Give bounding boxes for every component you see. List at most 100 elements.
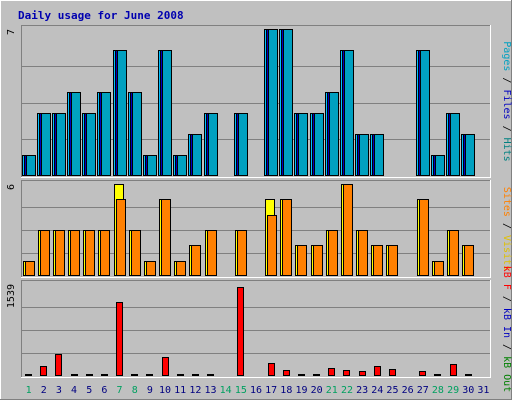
panel-bottom-bar-kb-f-day-7 [116,302,123,376]
panel-top-bar-pages-day-20 [314,113,324,176]
panel-bottom-bar-kb-f-day-3 [55,354,62,376]
panel-top-bar-pages-day-28 [435,155,445,176]
panel-top-max-label: 7 [6,29,17,35]
panel-bottom-bar-kb-f-day-11 [177,374,184,376]
day-label-19: 19 [295,385,307,396]
panel-bottom-bar-kb-f-day-24 [374,366,381,376]
panel-top-bar-pages-day-30 [465,134,475,176]
panel-top-bar-pages-day-6 [101,92,111,176]
panel-middle-bar-sites-day-10 [161,199,171,276]
day-label-12: 12 [189,385,201,396]
panel-bottom-bar-kb-f-day-12 [192,374,199,376]
panel-middle-bar-sites-day-1 [25,261,35,276]
panel-middle-bar-sites-day-4 [70,230,80,276]
panel-top-bar-pages-day-12 [192,134,202,176]
day-label-29: 29 [447,385,459,396]
day-label-28: 28 [432,385,444,396]
panel-bottom-bar-kb-f-day-25 [389,369,396,376]
day-label-25: 25 [386,385,398,396]
panel-bottom-bar-kb-f-day-20 [313,374,320,376]
day-label-22: 22 [341,385,353,396]
panel-middle-bar-sites-day-23 [358,230,368,276]
panel-top-bar-pages-day-19 [298,113,308,176]
panel-bottom-bar-kb-f-day-13 [207,374,214,376]
panel-bottom-bar-kb-f-day-8 [131,374,138,376]
panel-bottom-max-label: 1539 [6,284,17,308]
panel-bottom-bar-kb-f-day-17 [268,363,275,376]
day-label-17: 17 [265,385,277,396]
panel-bottom-bar-kb-f-day-23 [359,371,366,376]
day-label-3: 3 [56,385,62,396]
panel-bottom-bar-kb-f-day-9 [146,374,153,376]
panel-middle-bar-sites-day-30 [464,245,474,276]
panel-top-legend-part: / [501,120,512,138]
panel-top-bar-pages-day-23 [359,134,369,176]
panel-middle-bar-sites-day-22 [343,184,353,276]
panel-middle-bar-sites-day-18 [282,199,292,276]
panel-bottom-legend: kB F / kB In / kB Out [501,266,512,392]
panel-middle-bar-sites-day-7 [116,199,126,276]
panel-middle-legend-part: Visits [501,235,512,271]
panel-top-legend: Pages / Files / Hits [501,41,512,161]
panel-middle-bar-sites-day-15 [237,230,247,276]
panel-top-bar-pages-day-11 [177,155,187,176]
day-label-9: 9 [147,385,153,396]
day-label-7: 7 [117,385,123,396]
panel-top-bar-pages-day-2 [41,113,51,176]
panel-top-bar-pages-day-15 [238,113,248,176]
day-label-13: 13 [204,385,216,396]
day-label-24: 24 [371,385,383,396]
panel-middle-legend-part: Sites [501,187,512,217]
panel-middle-bar-sites-day-27 [419,199,429,276]
panel-top-bar-pages-day-18 [283,29,293,176]
panel-top-bar-pages-day-4 [71,92,81,176]
panel-bottom-bar-kb-f-day-4 [71,374,78,376]
panel-middle-max-label: 6 [6,184,17,190]
panel-bottom-legend-part: kB In [501,308,512,338]
day-label-11: 11 [174,385,186,396]
panel-top-bar-pages-day-1 [26,155,36,176]
panel-top-legend-part: Hits [501,138,512,162]
day-label-1: 1 [26,385,32,396]
panel-top-bar-pages-day-5 [86,113,96,176]
panel-bottom-bar-kb-f-day-22 [343,370,350,376]
panel-bottom-bar-kb-f-day-21 [328,368,335,376]
chart-title: Daily usage for June 2008 [18,9,184,22]
panel-top-bar-pages-day-8 [132,92,142,176]
panel-middle-legend-part: / [501,217,512,235]
day-label-8: 8 [132,385,138,396]
day-label-27: 27 [417,385,429,396]
panel-bottom-bar-kb-f-day-27 [419,371,426,376]
panel-middle-bar-sites-day-12 [191,245,201,276]
panel-middle-bar-sites-day-19 [297,245,307,276]
panel-top-bar-pages-day-9 [147,155,157,176]
panel-top-bar-pages-day-13 [208,113,218,176]
day-label-10: 10 [159,385,171,396]
panel-middle-bar-sites-day-8 [131,230,141,276]
panel-middle-bar-sites-day-13 [207,230,217,276]
panel-top-bar-pages-day-10 [162,50,172,176]
panel-middle-bar-sites-day-21 [328,230,338,276]
panel-top-legend-part: Pages [501,41,512,71]
panel-top-bar-pages-day-21 [329,92,339,176]
panel-middle-bar-sites-day-24 [373,245,383,276]
panel-middle-bar-sites-day-28 [434,261,444,276]
panel-bottom-legend-part: / [501,290,512,308]
panel-bottom-background [21,280,491,378]
panel-bottom-bar-kb-f-day-29 [450,364,457,376]
day-label-30: 30 [462,385,474,396]
panel-top-bar-pages-day-17 [268,29,278,176]
day-label-2: 2 [41,385,47,396]
panel-middle-legend: Sites / Visits [501,187,512,271]
panel-top-legend-part: / [501,71,512,89]
day-label-14: 14 [220,385,232,396]
panel-bottom-bar-kb-f-day-5 [86,374,93,376]
panel-middle-bar-sites-day-5 [85,230,95,276]
day-label-26: 26 [402,385,414,396]
day-label-20: 20 [311,385,323,396]
panel-bottom-bar-kb-f-day-10 [162,357,169,376]
panel-bottom-bar-kb-f-day-19 [298,374,305,376]
panel-middle-bar-sites-day-3 [55,230,65,276]
day-label-5: 5 [86,385,92,396]
